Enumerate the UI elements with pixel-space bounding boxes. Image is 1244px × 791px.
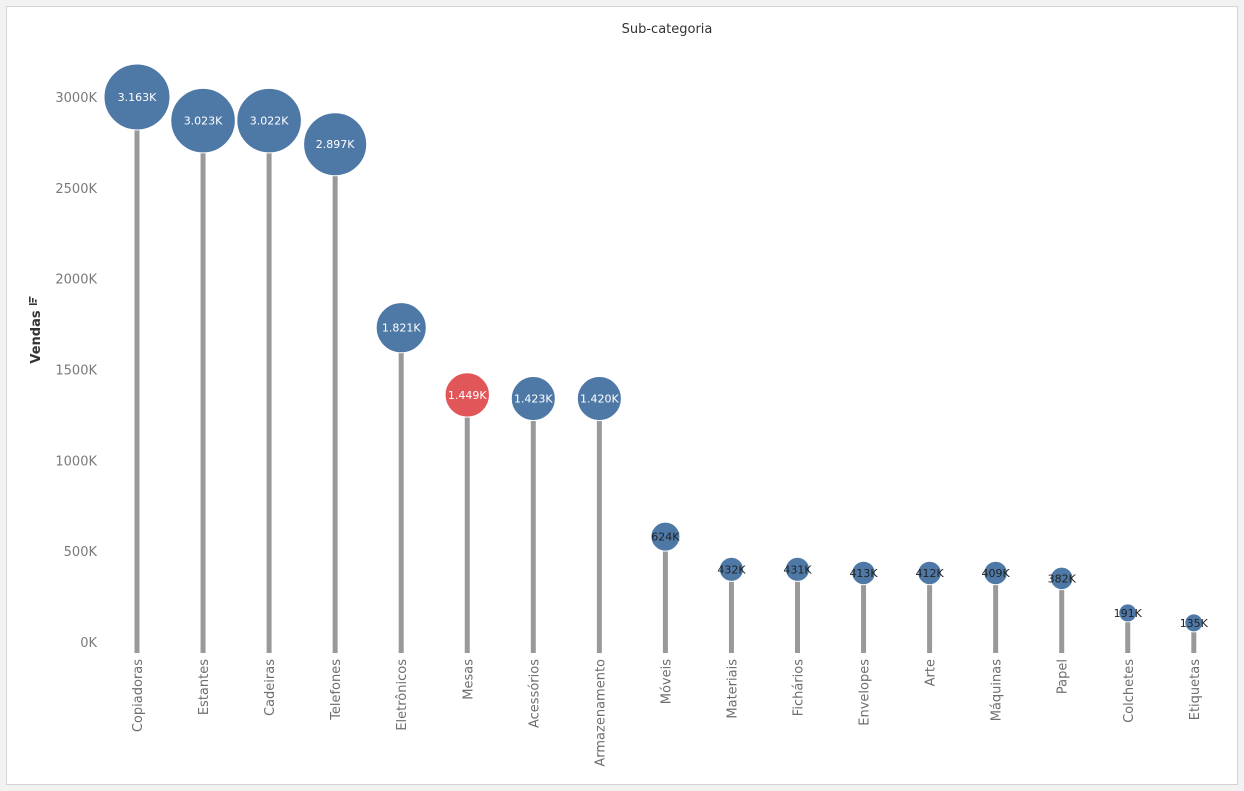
data-label: 1.821K bbox=[382, 322, 421, 335]
data-label: 1.420K bbox=[580, 393, 619, 406]
y-tick-label: 1000K bbox=[55, 454, 97, 469]
data-label: 624K bbox=[651, 531, 680, 544]
data-label: 3.163K bbox=[118, 91, 157, 104]
category-label: Papel bbox=[1056, 659, 1071, 694]
data-label: 2.897K bbox=[316, 138, 355, 151]
data-label: 1.423K bbox=[514, 393, 553, 406]
data-label: 382K bbox=[1048, 572, 1077, 585]
category-label: Máquinas bbox=[990, 659, 1005, 721]
lollipop-bubble[interactable] bbox=[1118, 603, 1138, 623]
category-label: Etiquetas bbox=[1188, 659, 1203, 720]
data-label: 413K bbox=[849, 567, 878, 580]
data-label: 3.023K bbox=[184, 115, 223, 128]
stems-layer bbox=[134, 97, 1197, 653]
sort-descending-icon[interactable] bbox=[29, 296, 37, 306]
data-label: 431K bbox=[783, 563, 812, 576]
y-axis-title-group: Vendas bbox=[29, 296, 44, 364]
lollipop-bubble[interactable] bbox=[236, 87, 302, 154]
y-tick-label: 1500K bbox=[55, 364, 97, 379]
category-label: Eletrônicos bbox=[395, 659, 410, 731]
y-tick-label: 2000K bbox=[55, 273, 97, 288]
category-label: Colchetes bbox=[1122, 659, 1137, 723]
lollipop-bubble[interactable] bbox=[303, 112, 368, 177]
category-label: Materiais bbox=[725, 659, 740, 719]
lollipop-bubble[interactable] bbox=[170, 87, 236, 154]
lollipop-bubble[interactable] bbox=[917, 560, 942, 586]
data-label: 1.449K bbox=[448, 389, 487, 402]
category-label: Estantes bbox=[197, 659, 212, 715]
lollipop-bubble[interactable] bbox=[103, 63, 171, 131]
bubbles-layer: 3.163K 3.023K 3.022K 2.897K 1.821K 1.449K 1.42… bbox=[103, 63, 1209, 633]
category-label: Fichários bbox=[792, 659, 807, 716]
data-label: 3.022K bbox=[250, 115, 289, 128]
category-label: Cadeiras bbox=[263, 659, 278, 716]
category-labels: Copiadoras Estantes Cadeiras Telefones Eletr… bbox=[131, 659, 1203, 767]
data-label: 412K bbox=[915, 567, 944, 580]
category-label: Telefones bbox=[329, 659, 344, 721]
data-label: 432K bbox=[717, 563, 746, 576]
lollipop-bubble[interactable] bbox=[650, 521, 681, 552]
chart-frame: Sub-categoria Vendas 0K 500K 1000K 1500K 200… bbox=[6, 6, 1238, 785]
lollipop-bubble[interactable] bbox=[510, 376, 556, 422]
data-label: 191K bbox=[1114, 607, 1143, 620]
y-axis-title: Vendas bbox=[29, 310, 44, 364]
lollipop-bubble[interactable] bbox=[375, 302, 427, 354]
chart-title: Sub-categoria bbox=[622, 22, 713, 37]
y-tick-label: 0K bbox=[80, 636, 97, 651]
lollipop-bubble[interactable] bbox=[983, 560, 1008, 586]
lollipop-chart: Sub-categoria Vendas 0K 500K 1000K 1500K 200… bbox=[29, 22, 1209, 767]
y-axis-ticks: 0K 500K 1000K 1500K 2000K 2500K 3000K bbox=[55, 91, 97, 651]
category-label: Copiadoras bbox=[131, 659, 146, 732]
y-tick-label: 2500K bbox=[55, 182, 97, 197]
y-tick-label: 3000K bbox=[55, 91, 97, 106]
lollipop-bubble[interactable] bbox=[718, 556, 744, 582]
lollipop-bubble[interactable] bbox=[784, 556, 811, 582]
lollipop-bubble[interactable] bbox=[576, 376, 622, 422]
category-label: Mesas bbox=[461, 659, 476, 700]
category-label: Acessórios bbox=[527, 659, 542, 728]
lollipop-bubble[interactable] bbox=[444, 372, 490, 418]
category-label: Envelopes bbox=[858, 659, 873, 726]
category-label: Móveis bbox=[659, 659, 674, 704]
lollipop-bubble[interactable] bbox=[1184, 613, 1204, 633]
lollipop-bubble[interactable] bbox=[1049, 566, 1074, 591]
category-label: Armazenamento bbox=[593, 659, 608, 767]
lollipop-bubble[interactable] bbox=[851, 560, 876, 586]
data-label: 409K bbox=[982, 567, 1011, 580]
category-label: Arte bbox=[924, 659, 939, 686]
y-tick-label: 500K bbox=[64, 545, 98, 560]
data-label: 135K bbox=[1180, 617, 1209, 630]
